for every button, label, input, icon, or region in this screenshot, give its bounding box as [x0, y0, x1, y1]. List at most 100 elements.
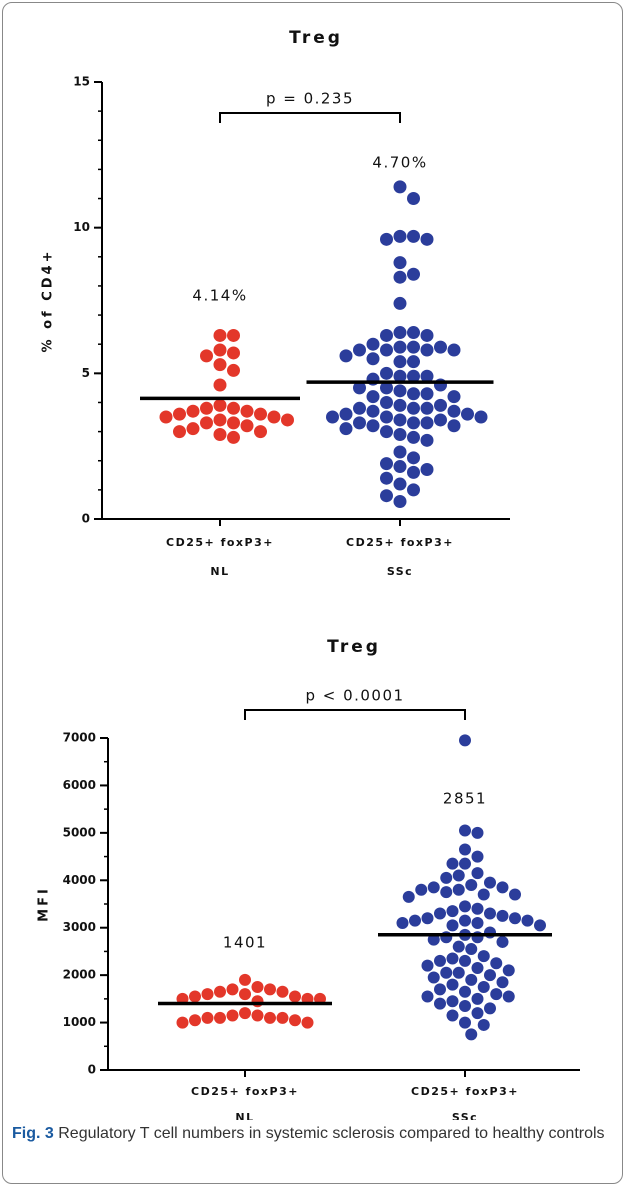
data-point	[380, 381, 393, 395]
x-tick-label: NL	[210, 565, 229, 578]
data-point	[427, 933, 440, 946]
mean-label: 2851	[443, 790, 487, 808]
data-point	[459, 999, 471, 1012]
data-point	[420, 416, 434, 430]
data-point	[201, 1011, 214, 1024]
data-point	[227, 363, 240, 377]
data-point	[446, 919, 459, 932]
data-point	[186, 422, 200, 436]
data-point	[446, 978, 459, 991]
p-value: p = 0.235	[266, 90, 354, 108]
x-tick-label: SSc	[387, 565, 413, 578]
chart-title: Treg	[327, 637, 381, 657]
data-point	[434, 340, 447, 354]
data-point	[434, 398, 447, 412]
data-point	[214, 1011, 226, 1024]
data-point	[459, 985, 471, 998]
data-point	[446, 905, 459, 918]
data-point	[502, 964, 515, 977]
data-point	[402, 890, 415, 903]
data-point	[213, 343, 227, 357]
data-point	[407, 416, 420, 430]
data-point	[213, 428, 227, 442]
data-point	[471, 916, 484, 929]
data-point	[452, 940, 465, 953]
x-tick-label: CD25+ foxP3+	[191, 1085, 299, 1098]
data-point	[254, 425, 267, 439]
data-point	[509, 912, 521, 925]
data-point	[420, 232, 434, 246]
data-point	[496, 881, 509, 894]
significance-bracket	[244, 709, 466, 720]
data-point	[484, 1002, 496, 1015]
data-point	[534, 919, 546, 932]
data-point	[239, 1007, 251, 1020]
y-tick-label: 15	[73, 75, 90, 89]
data-point	[407, 483, 420, 497]
data-point	[459, 914, 471, 927]
data-point	[477, 888, 490, 901]
data-point	[393, 460, 407, 474]
data-point	[213, 413, 227, 427]
data-point	[446, 1009, 459, 1022]
data-point	[380, 232, 393, 246]
data-point	[393, 270, 407, 284]
data-point	[366, 337, 380, 351]
data-point	[490, 988, 503, 1001]
y-tick-label: 5	[82, 366, 90, 380]
y-axis-label: MFI	[37, 886, 52, 922]
data-point	[409, 914, 421, 927]
data-point	[484, 876, 496, 889]
data-point	[447, 404, 461, 418]
charts: Treg % of CD4+ 0 5 10 15 CD25+ foxP3+ NL CD25+ f…	[37, 28, 580, 1120]
y-tick-label: 4000	[63, 873, 96, 887]
data-point	[407, 326, 420, 340]
data-point	[440, 871, 453, 884]
data-point	[447, 419, 461, 433]
y-tick-label: 0	[82, 512, 90, 526]
data-point	[471, 992, 484, 1005]
data-point	[201, 988, 214, 1001]
data-point	[477, 950, 490, 963]
data-point	[380, 328, 393, 342]
data-point	[420, 387, 434, 401]
data-point	[440, 966, 453, 979]
data-point	[173, 425, 186, 439]
data-point	[484, 926, 496, 939]
data-point	[420, 343, 434, 357]
data-point	[459, 857, 471, 870]
data-point	[420, 433, 434, 447]
data-point	[393, 398, 407, 412]
data-point	[452, 966, 465, 979]
data-point	[393, 495, 407, 509]
y-tick-label: 10	[73, 220, 90, 234]
data-point	[276, 985, 289, 998]
data-point	[393, 445, 407, 459]
data-point	[446, 952, 459, 965]
data-point	[353, 343, 366, 357]
data-point	[471, 962, 484, 975]
data-point	[380, 395, 393, 409]
data-point	[484, 969, 496, 982]
data-point	[366, 404, 380, 418]
data-point	[459, 734, 471, 747]
data-point	[339, 407, 353, 421]
data-point	[446, 995, 459, 1008]
data-point	[465, 943, 478, 956]
data-point	[407, 369, 420, 383]
data-point	[267, 410, 281, 424]
data-point	[251, 995, 264, 1008]
y-tick-label: 6000	[63, 778, 96, 792]
data-point	[447, 390, 461, 404]
data-point	[407, 465, 420, 479]
data-point	[393, 384, 407, 398]
data-point	[502, 990, 515, 1003]
data-point	[380, 425, 393, 439]
data-point	[393, 428, 407, 442]
data-point	[407, 430, 420, 444]
data-point	[189, 990, 201, 1003]
data-point	[427, 881, 440, 894]
data-point	[446, 857, 459, 870]
data-point	[189, 1014, 201, 1027]
